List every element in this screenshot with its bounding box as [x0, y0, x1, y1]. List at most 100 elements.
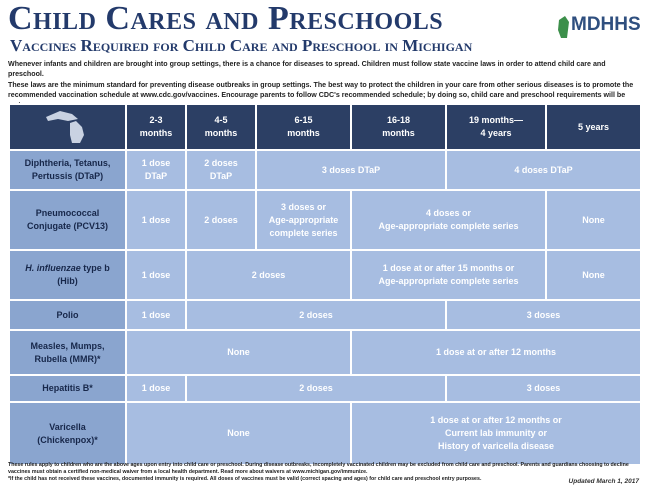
row-label-line: H. influenzae type b [12, 262, 123, 275]
footnotes: These rules apply to children who are th… [8, 462, 640, 483]
column-header-line: 19 months— [468, 115, 523, 125]
requirement-line: Age-appropriate complete series [378, 276, 519, 286]
row-label-line: (Chickenpox)* [37, 434, 98, 445]
requirement-line: 2 doses [204, 158, 238, 168]
row-label-text: type b [83, 263, 110, 273]
requirement-cell: None [125, 401, 352, 466]
requirement-line: None [227, 347, 250, 357]
requirement-cell: 1 dose at or after 12 months or Current l… [350, 401, 642, 466]
requirement-cell: None [545, 189, 642, 251]
requirement-line: Current lab immunity or [444, 428, 547, 438]
requirement-line: 2 doses [299, 383, 333, 393]
requirement-cell: 3 doses DTaP [255, 149, 447, 191]
requirement-line: 1 dose [141, 383, 171, 393]
requirement-cell: 1 dose [125, 299, 187, 331]
intro-paragraph: Whenever infants and children are brough… [8, 60, 606, 78]
vaccine-row: H. influenzae type b (Hib) 1 dose 2 doses 1 … [8, 249, 642, 301]
requirement-line: 3 doses [526, 309, 561, 320]
requirement-cell: 1 dose at or after 12 months [350, 329, 642, 376]
row-label-line: Pneumococcal [35, 208, 100, 218]
row-label-line: Diphtheria, Tetanus, [24, 158, 111, 168]
requirement-cell: 3 doses [445, 299, 642, 331]
requirement-line: 2 doses [299, 309, 333, 320]
row-label-italic: H. influenzae [25, 263, 81, 273]
column-header-line: 4 years [480, 128, 512, 138]
row-label-line: Rubella (MMR)* [34, 353, 101, 364]
logo: MDHHS [555, 10, 641, 46]
requirement-cell: 4 doses or Age-appropriate complete serie… [350, 189, 547, 251]
requirement-cell: 1 dose [125, 249, 187, 301]
title: Child Cares and Preschools [8, 0, 444, 37]
requirement-line: Age-appropriate [268, 214, 339, 225]
requirement-cell: 3 doses [445, 374, 642, 403]
requirement-cell: 1 dose [125, 189, 187, 251]
row-label: Measles, Mumps, Rubella (MMR)* [8, 329, 127, 376]
footnote: *If the child has not received these vac… [8, 476, 482, 482]
requirement-line: None [582, 214, 605, 225]
requirement-line: DTaP [209, 171, 233, 181]
requirement-line: None [582, 269, 605, 280]
requirement-line: 3 doses DTaP [321, 164, 381, 175]
column-header-line: months [382, 128, 415, 138]
column-header-line: 5 years [577, 121, 610, 132]
row-label-line: Conjugate (PCV13) [26, 221, 108, 231]
requirement-line: 3 doses or [280, 201, 327, 212]
vaccine-row: Hepatitis B* 1 dose 2 doses 3 doses [8, 374, 642, 403]
column-header-line: 2-3 [149, 115, 163, 125]
row-label-line: Pertussis (DTaP) [31, 171, 104, 181]
row-label-line: Varicella [49, 421, 86, 432]
logo-text: MDHHS [571, 14, 641, 35]
requirement-line: DTaP [144, 171, 168, 181]
column-header-line: months [204, 128, 238, 138]
requirement-line: 1 dose at or after 15 months or [382, 263, 515, 273]
vaccine-row: Polio 1 dose 2 doses 3 doses [8, 299, 642, 331]
requirement-cell: 2 doses [185, 249, 352, 301]
row-label-line: Polio [56, 309, 79, 320]
row-label-line: Hepatitis B* [42, 383, 93, 393]
requirement-cell: 2 doses [185, 374, 447, 403]
requirement-line: 1 dose [141, 309, 171, 320]
requirement-cell: 2 doses [185, 189, 257, 251]
requirement-line: 1 dose [141, 269, 171, 280]
header-row: 2-3 months 4-5 months 6-15 months 16-18 months 1… [8, 103, 642, 151]
column-header-line: months [287, 128, 320, 138]
column-header: 2-3 months [125, 103, 187, 151]
column-header: 16-18 months [350, 103, 447, 151]
logo-icon [558, 16, 569, 38]
column-header: 5 years [545, 103, 642, 151]
vaccine-row: Diphtheria, Tetanus, Pertussis (DTaP) 1 do… [8, 149, 642, 191]
requirement-cell: 1 dose [125, 374, 187, 403]
row-label: Pneumococcal Conjugate (PCV13) [8, 189, 127, 251]
column-header: 4-5 months [185, 103, 257, 151]
requirement-line: 3 doses [526, 383, 561, 393]
column-header-line: 6-15 [294, 115, 313, 125]
map-cell [8, 103, 127, 151]
requirement-line: 1 dose at or after 12 months or [430, 415, 562, 425]
row-label: Polio [8, 299, 127, 331]
column-header-line: 16-18 [386, 115, 411, 125]
row-label-line: (Hib) [57, 276, 78, 286]
requirement-cell: 1 dose DTaP [125, 149, 187, 191]
vaccine-row: Measles, Mumps, Rubella (MMR)* None 1 dose … [8, 329, 642, 376]
requirement-line: 1 dose [141, 214, 171, 225]
requirement-line: Age-appropriate complete series [378, 221, 519, 231]
row-label: Varicella (Chickenpox)* [8, 401, 127, 466]
row-label: Hepatitis B* [8, 374, 127, 403]
row-label: Diphtheria, Tetanus, Pertussis (DTaP) [8, 149, 127, 191]
column-header: 19 months— 4 years [445, 103, 547, 151]
requirement-line: 1 dose [141, 158, 171, 168]
requirement-cell: 1 dose at or after 15 months or Age-appro… [350, 249, 547, 301]
column-header-line: 4-5 [214, 115, 228, 125]
row-label: H. influenzae type b (Hib) [8, 249, 127, 301]
requirement-line: History of varicella disease [437, 441, 555, 451]
requirement-line: 1 dose at or after 12 months [435, 347, 557, 357]
vaccine-row: Pneumococcal Conjugate (PCV13) 1 dose 2 dos… [8, 189, 642, 251]
michigan-map [45, 111, 84, 143]
vaccine-row: Varicella (Chickenpox)* None 1 dose at or a… [8, 401, 642, 466]
subtitle: Vaccines Required for Child Care and Pre… [10, 36, 473, 55]
vaccine-table: 2-3 months 4-5 months 6-15 months 16-18 months 1… [8, 103, 642, 466]
requirement-cell: None [545, 249, 642, 301]
requirement-cell: 2 doses [185, 299, 447, 331]
requirement-cell: 3 doses or Age-appropriate complete series [255, 189, 352, 251]
